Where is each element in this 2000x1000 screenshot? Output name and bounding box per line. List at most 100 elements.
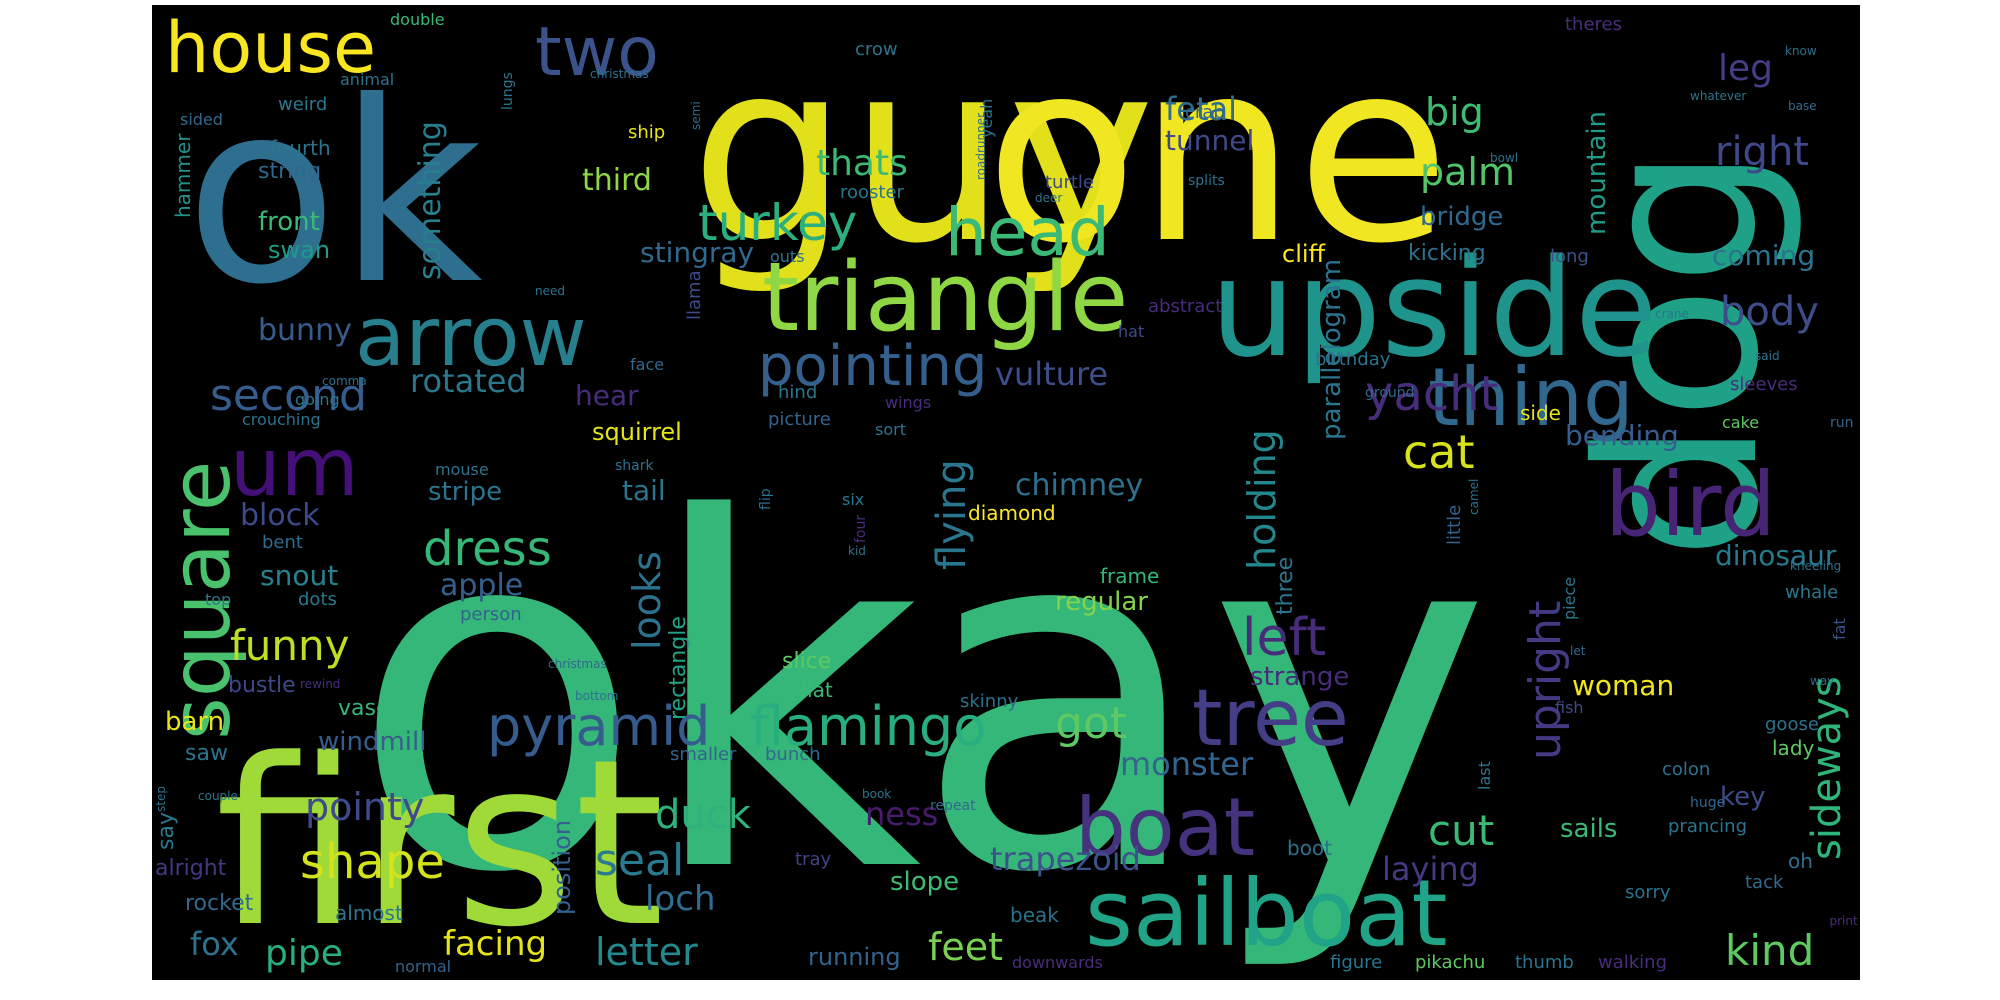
word-bird: bird: [1605, 453, 1776, 556]
word-llama: llama: [684, 270, 705, 320]
word-got: got: [1055, 698, 1127, 749]
word-hat: hat: [1118, 322, 1144, 341]
word-strange: strange: [1250, 662, 1349, 692]
word-ground: ground: [1365, 385, 1415, 401]
word-sideways: sideways: [1804, 676, 1850, 860]
word-key: key: [1720, 782, 1766, 812]
word-little: little: [1444, 505, 1465, 545]
word-thats: thats: [816, 143, 908, 184]
word-two: two: [535, 13, 659, 92]
word-block: block: [240, 498, 320, 533]
word-yacht: yacht: [1365, 366, 1498, 422]
word-snout: snout: [260, 559, 338, 592]
word-print: print: [1830, 914, 1858, 928]
word-tunnel: tunnel: [1165, 124, 1254, 157]
word-first: first: [215, 711, 664, 978]
word-four: four: [853, 515, 869, 543]
word-rewind: rewind: [300, 677, 340, 691]
word-um: um: [230, 421, 359, 514]
word-pipe: pipe: [265, 933, 343, 974]
word-pointing: pointing: [758, 334, 987, 399]
word-almost: almost: [335, 901, 403, 925]
word-front: front: [258, 207, 320, 237]
word-position: position: [548, 820, 576, 915]
word-diamond: diamond: [968, 501, 1056, 525]
word-vulture: vulture: [995, 355, 1108, 393]
word-colon: colon: [1662, 759, 1710, 780]
word-loch: loch: [645, 879, 716, 919]
word-running: running: [808, 943, 901, 971]
word-bustle: bustle: [228, 673, 296, 698]
word-sort: sort: [875, 420, 906, 439]
word-step: step: [154, 786, 168, 812]
word-turkey: turkey: [698, 194, 857, 252]
word-repeat: repeat: [930, 798, 976, 814]
word-mountain: mountain: [1582, 111, 1612, 235]
word-head: head: [945, 194, 1110, 271]
word-wings: wings: [885, 393, 931, 412]
word-crab: crab: [1185, 102, 1225, 123]
word-whale: whale: [1785, 582, 1838, 603]
word-kicking: kicking: [1408, 241, 1486, 266]
word-huge: huge: [1690, 795, 1725, 811]
word-cake: cake: [1722, 413, 1759, 432]
word-camel: camel: [1467, 479, 1481, 515]
word-six: six: [842, 490, 864, 509]
word-double: double: [390, 10, 445, 29]
word-facing: facing: [443, 924, 547, 964]
word-way: way: [1810, 674, 1834, 688]
word-rocket: rocket: [185, 891, 254, 916]
word-big: big: [1425, 90, 1484, 134]
word-parallelogram: parallelogram: [1317, 259, 1347, 440]
word-three: three: [1273, 557, 1298, 615]
word-pyramid: pyramid: [487, 695, 710, 758]
word-bridge: bridge: [1420, 202, 1503, 232]
word-arrow: arrow: [355, 290, 587, 385]
word-trapezoid: trapezoid: [990, 840, 1141, 878]
word-apple: apple: [440, 568, 523, 603]
word-flat: flat: [800, 678, 833, 702]
word-long: long: [1550, 246, 1589, 267]
word-palm: palm: [1420, 150, 1515, 194]
word-lady: lady: [1772, 736, 1815, 760]
word-theres: theres: [1565, 14, 1622, 35]
word-dots: dots: [298, 589, 337, 610]
word-okay: okay: [350, 419, 1491, 978]
word-right: right: [1715, 129, 1809, 175]
word-comma: comma: [322, 374, 367, 388]
word-skinny: skinny: [960, 691, 1019, 712]
word-lungs: lungs: [500, 72, 516, 110]
word-oh: oh: [1788, 849, 1813, 873]
word-fish: fish: [1555, 698, 1584, 717]
word-beak: beak: [1010, 903, 1059, 927]
word-body: body: [1720, 289, 1819, 335]
word-tray: tray: [795, 849, 831, 870]
word-going: going: [295, 390, 340, 409]
word-third: third: [582, 163, 652, 198]
word-side: side: [1520, 401, 1561, 425]
word-kind: kind: [1725, 926, 1814, 975]
word-feet: feet: [928, 925, 1003, 969]
word-shark: shark: [615, 458, 655, 474]
word-woman: woman: [1572, 669, 1674, 702]
word-sleeves: sleeves: [1730, 374, 1798, 395]
word-figure: figure: [1330, 952, 1382, 973]
word-coming: coming: [1712, 239, 1815, 272]
word-sailboat: sailboat: [1085, 860, 1448, 967]
word-face: face: [630, 355, 664, 374]
word-string: string: [258, 159, 321, 184]
word-thing: thing: [1428, 351, 1634, 444]
word-prancing: prancing: [1668, 816, 1747, 837]
word-semi: semi: [689, 101, 703, 130]
word-frame: frame: [1100, 564, 1159, 588]
word-one: one: [985, 7, 1450, 298]
word-duck: duck: [655, 792, 752, 838]
word-run: run: [1830, 415, 1854, 431]
word-laying: laying: [1382, 850, 1479, 888]
word-swan: swan: [268, 236, 330, 264]
word-crouching: crouching: [242, 410, 321, 429]
word-shape: shape: [300, 834, 445, 890]
word-hind: hind: [778, 382, 817, 403]
word-cat: cat: [1403, 425, 1475, 479]
